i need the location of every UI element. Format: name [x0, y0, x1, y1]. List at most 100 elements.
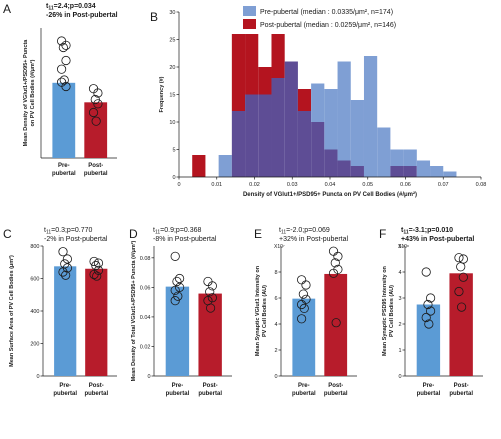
data-point-pre-pubertal [61, 55, 71, 66]
data-point-pre-pubertal [58, 267, 68, 277]
histogram-bar-post-pubertal [271, 34, 285, 78]
data-point-post-pubertal [90, 94, 100, 105]
data-point-post-pubertal [328, 268, 339, 278]
bar-pre-pubertal [292, 298, 316, 376]
histogram-bar-pre-pubertal [390, 149, 404, 166]
y-tick-label: 3 [398, 296, 401, 302]
panel-letter-d: D [129, 227, 138, 241]
stat-line-1-subscript: 11 [46, 230, 51, 236]
y-tick-label: 4 [398, 270, 401, 276]
bar-post-pubertal [198, 293, 222, 376]
x-axis-label: Density of VGlut1+/PSD95+ Puncta on PV C… [243, 191, 417, 198]
data-point-post-pubertal [454, 286, 464, 297]
stat-line-2: +43% in Post-pubertal [401, 236, 474, 243]
data-point-post-pubertal [91, 116, 101, 126]
panel-letter-e: E [254, 227, 262, 241]
data-point-post-pubertal [207, 281, 217, 291]
y-axis-label: Mean Density of Total VGlut1+/PSD95+ Pun… [130, 240, 137, 381]
bar-post-pubertal [449, 273, 473, 376]
data-point-post-pubertal [88, 107, 99, 118]
data-point-pre-pubertal [172, 276, 182, 287]
stat-line-1-prefix: t [46, 3, 49, 10]
histogram-bar-overlap [403, 166, 417, 177]
stat-line-1-text: =0.9;p=0.368 [160, 227, 201, 234]
panel-letter-b: B [150, 10, 158, 24]
category-label: Pre- [172, 383, 184, 389]
legend-label-pre: Pre-pubertal (median : 0.0335/μm², n=174… [260, 9, 393, 16]
data-point-post-pubertal [330, 258, 340, 268]
stat-line-1-text: =2.4;p=0.034 [54, 3, 96, 10]
panel-letter-c: C [3, 227, 12, 241]
data-point-pre-pubertal [62, 254, 73, 264]
histogram-bar-overlap [297, 111, 312, 177]
y-tick-label: 1 [398, 348, 401, 354]
histogram-bar-pre-pubertal [377, 127, 391, 177]
histogram-bar-post-pubertal [231, 34, 246, 111]
data-point-post-pubertal [333, 251, 343, 261]
y-tick-label: 0 [172, 175, 175, 181]
stat-line-1: t11=2.4;p=0.034 [46, 3, 96, 12]
histogram-bar-pre-pubertal [350, 100, 364, 166]
histogram-bar-overlap [258, 94, 272, 177]
category-label: Pre- [58, 163, 70, 169]
stat-line-1-subscript: 11 [48, 6, 54, 12]
histogram-bar-post-pubertal [258, 67, 272, 95]
data-point-pre-pubertal [425, 306, 436, 316]
category-label: pubertal [53, 391, 77, 397]
y-axis-label: Frequency (#) [159, 76, 165, 112]
category-label: pubertal [84, 171, 108, 177]
category-label: Pre- [423, 383, 435, 389]
stat-line-1-prefix: t [401, 227, 404, 234]
legend-swatch-pre [243, 6, 256, 16]
category-label: Post- [454, 383, 469, 389]
y-tick-label: 200 [30, 342, 39, 348]
stat-line-1-subscript: 11 [155, 230, 160, 236]
data-point-post-pubertal [458, 272, 468, 282]
category-label: Pre- [59, 383, 71, 389]
axis-multiplier: X10⁷ [274, 244, 285, 250]
data-point-pre-pubertal [58, 247, 68, 257]
y-axis-label: Mean Surface Area of PV Cell Bodies (μm²… [8, 255, 15, 367]
y-tick-label: 800 [30, 244, 39, 250]
stat-line-2: -2% in Post-pubertal [44, 236, 108, 243]
bar-pre-pubertal [165, 286, 190, 376]
data-point-pre-pubertal [170, 251, 180, 261]
histogram-bar-overlap [311, 122, 325, 177]
y-axis-label: Mean Density of VGlut1+/PSD95+ Puncta [23, 39, 29, 147]
stat-line-1: t11=0.9;p=0.368 [153, 227, 202, 236]
y-axis-label: PV Cell Bodies (AU) [262, 285, 268, 337]
data-point-post-pubertal [456, 262, 466, 272]
y-axis-label: Mean Synaptic VGlut1 Intensity on [255, 265, 261, 356]
y-tick-label: 5 [398, 244, 401, 250]
data-point-post-pubertal [91, 260, 101, 271]
category-label: Post- [89, 383, 104, 389]
axis-multiplier: X10⁸ [398, 244, 409, 250]
data-point-post-pubertal [92, 271, 102, 281]
y-tick-label: 0.02 [140, 344, 151, 350]
y-tick-label: 0 [147, 374, 150, 380]
histogram-bar-overlap [245, 94, 259, 177]
data-point-pre-pubertal [299, 303, 309, 313]
data-point-pre-pubertal [61, 81, 71, 92]
data-point-pre-pubertal [56, 64, 67, 74]
data-point-post-pubertal [456, 302, 467, 312]
category-label: Post- [328, 383, 343, 389]
histogram-bar-overlap [271, 78, 285, 177]
data-point-pre-pubertal [421, 312, 431, 323]
y-tick-label: 0.04 [140, 315, 151, 321]
y-tick-label: 400 [30, 309, 39, 315]
bar-pre-pubertal [54, 266, 77, 376]
y-tick-label: 2 [398, 322, 401, 328]
histogram-bar-overlap [350, 166, 364, 177]
x-tick-label: 0.05 [362, 182, 373, 188]
histogram-bar-overlap [324, 149, 338, 177]
histogram-bar-overlap [390, 166, 404, 177]
data-point-pre-pubertal [59, 75, 69, 85]
stat-line-1-text: =0.3;p=0.770 [51, 227, 92, 234]
histogram-bar-pre-pubertal [363, 56, 378, 177]
category-label: pubertal [52, 171, 76, 177]
category-label: pubertal [84, 391, 108, 397]
legend-label-post: Post-pubertal (median : 0.0259/μm², n=14… [260, 22, 396, 29]
